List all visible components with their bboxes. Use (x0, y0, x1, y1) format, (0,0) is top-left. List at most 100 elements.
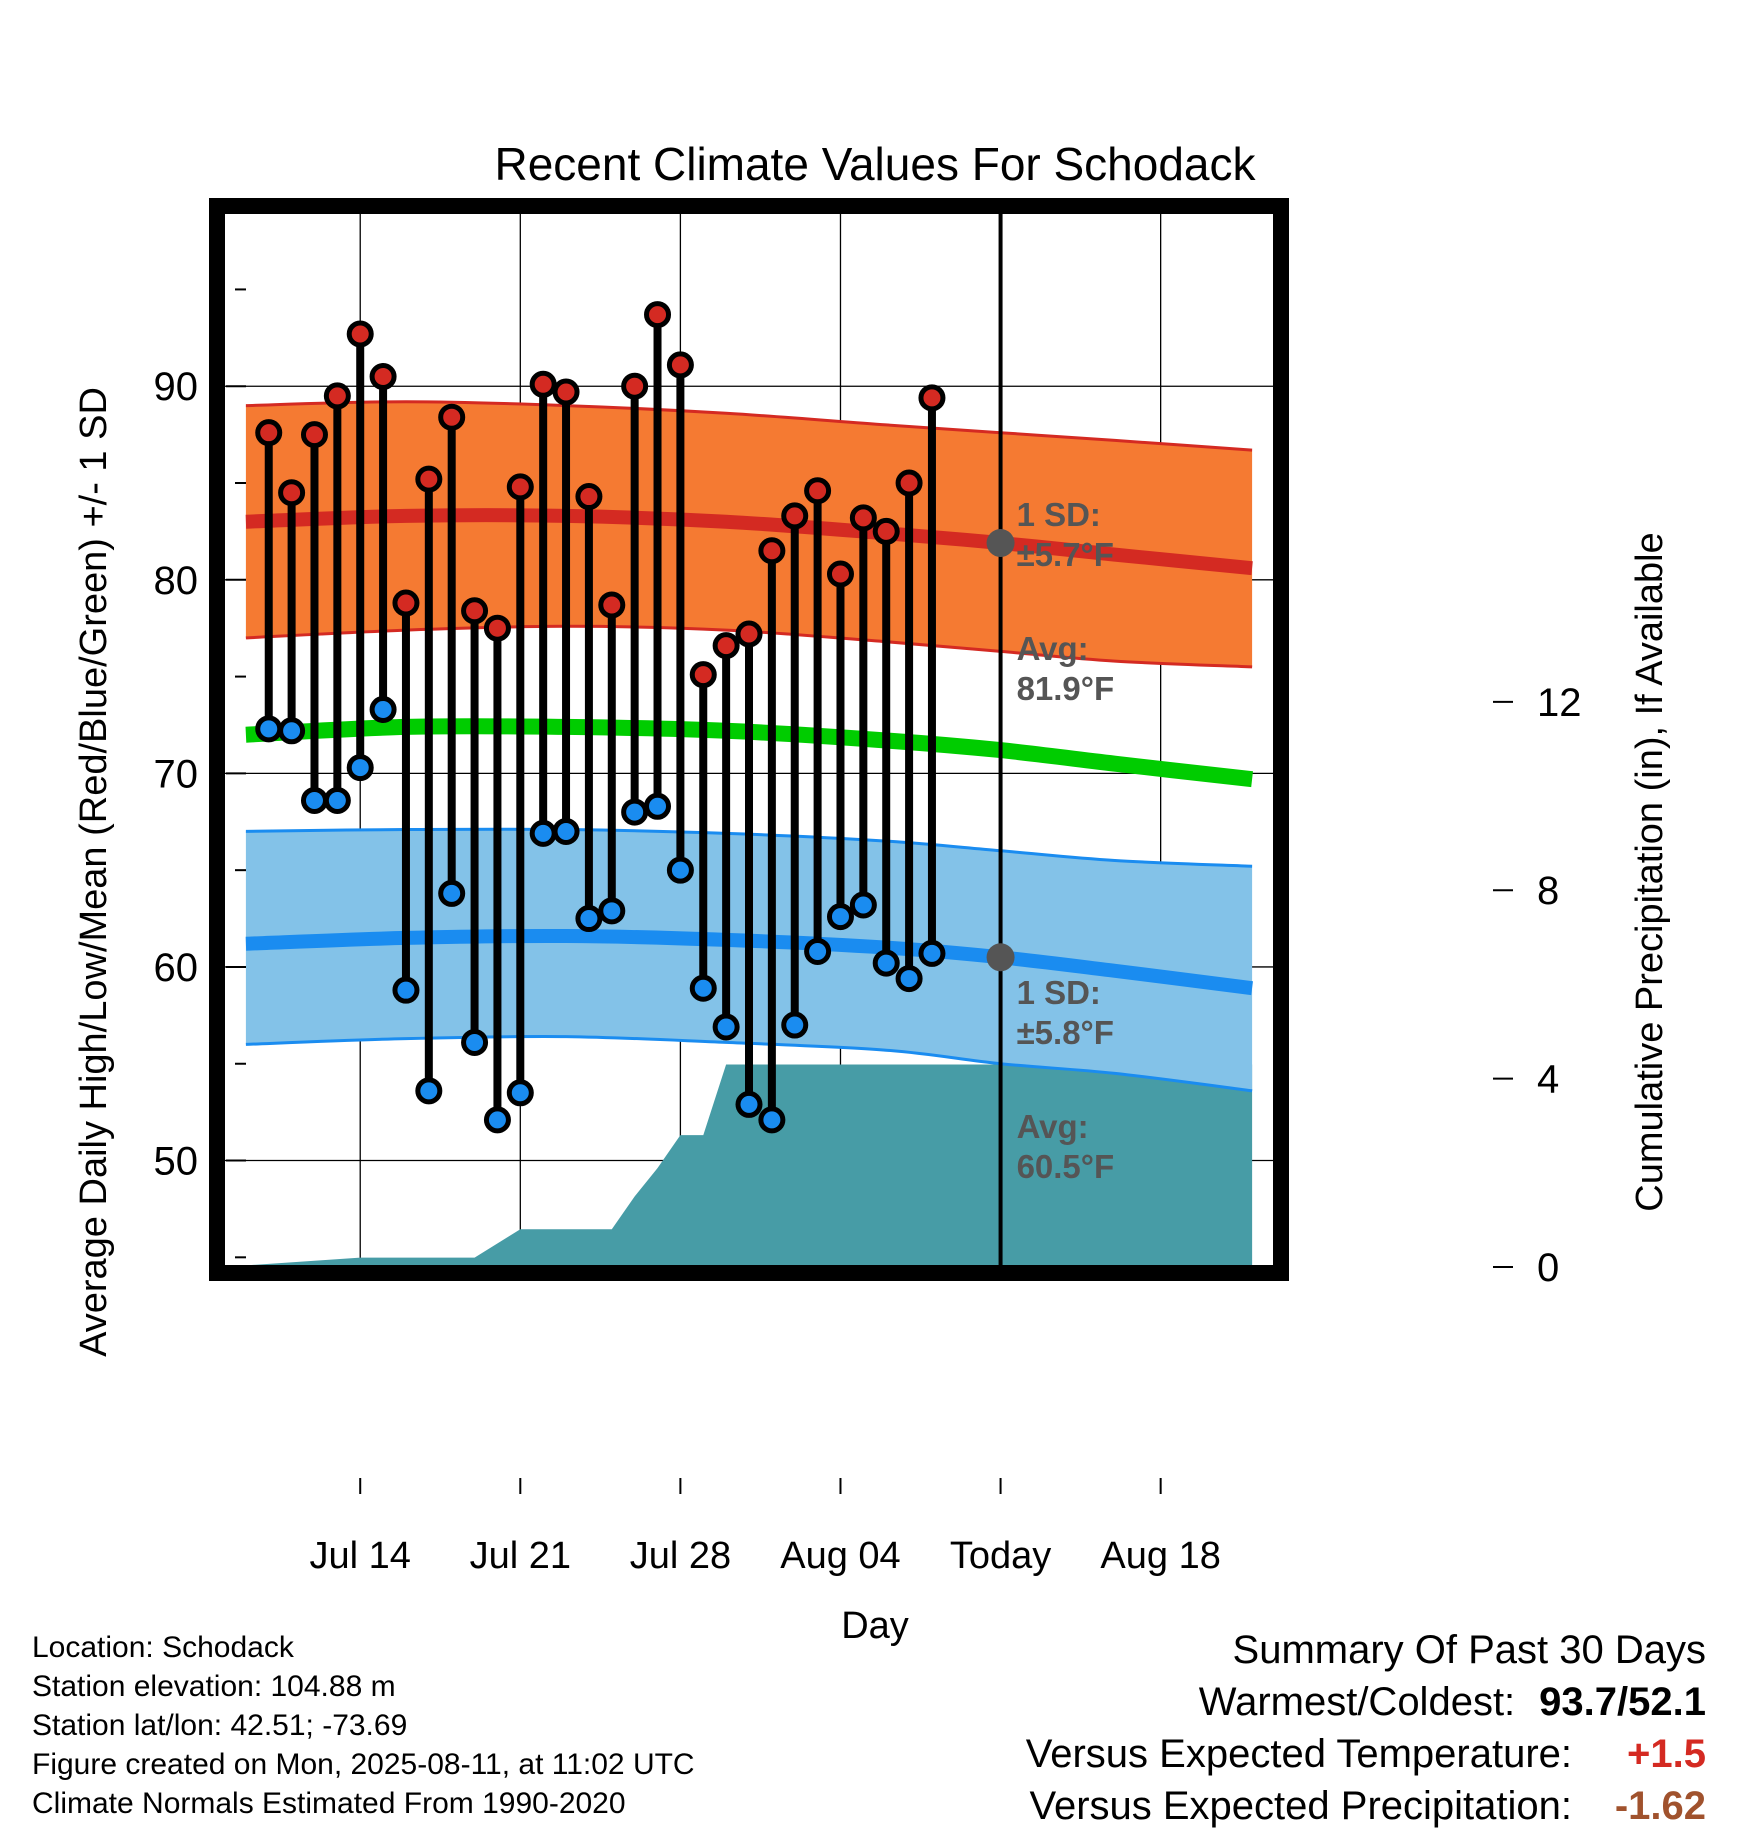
daily-low-point (918, 939, 946, 967)
x-tick-label: Jul 14 (310, 1535, 411, 1577)
daily-low-point (689, 974, 717, 1002)
high-average-line (245, 508, 1253, 576)
summary-temperature: Versus Expected Temperature: +1.5 (1026, 1728, 1706, 1780)
daily-high-point (575, 483, 603, 511)
high-sd-label: 1 SD: (1017, 496, 1101, 533)
daily-low-point (895, 965, 923, 993)
daily-high-point (621, 372, 649, 400)
high-sd-value: ±5.7°F (1017, 536, 1114, 573)
x-tick-label: Today (950, 1535, 1051, 1577)
daily-high-point (804, 477, 832, 505)
daily-low-point (872, 949, 900, 977)
x-tick-label: Aug 18 (1100, 1535, 1220, 1577)
daily-low-point (575, 905, 603, 933)
low-sd-label: 1 SD: (1017, 974, 1101, 1011)
daily-low-point (712, 1013, 740, 1041)
daily-low-point (758, 1106, 786, 1134)
high-sd-lower-edge (245, 624, 1253, 669)
daily-high-point (712, 632, 740, 660)
daily-high-point (392, 589, 420, 617)
y-axis-label: Average Daily High/Low/Mean (Red/Blue/Gr… (73, 387, 115, 1357)
daily-high-point (438, 403, 466, 431)
daily-low-point (735, 1090, 763, 1118)
daily-low-point (278, 717, 306, 745)
daily-low-point (826, 903, 854, 931)
y2-tick-label: 12 (1537, 681, 1582, 725)
y-tick-label: 80 (154, 559, 199, 603)
axes: 50 60 70 80 90 0 4 8 12 Jul 14 Jul 21 Jul 28 Aug 04 T… (154, 198, 1582, 1577)
x-axis-label: Day (841, 1605, 909, 1647)
high-sd-upper-edge (245, 400, 1253, 452)
daily-low-point (804, 937, 832, 965)
summary-panel: Summary Of Past 30 Days Warmest/Coldest:… (1026, 1624, 1706, 1832)
daily-high-point (781, 502, 809, 530)
y-tick-label: 70 (154, 752, 199, 796)
y-tick-label: 50 (154, 1140, 199, 1184)
daily-high-point (826, 560, 854, 588)
low-sd-upper-edge (245, 827, 1253, 868)
daily-high-point (346, 320, 374, 348)
daily-high-point (255, 419, 283, 447)
daily-low-point (392, 976, 420, 1004)
low-avg-label: Avg: (1017, 1108, 1089, 1145)
location-text: Location: Schodack (32, 1631, 294, 1664)
y2-tick-label: 0 (1537, 1246, 1559, 1290)
low-average-line (245, 928, 1253, 996)
precip-days-label-2: Days (1015, 1425, 1101, 1466)
plot-frame (209, 198, 1289, 1281)
daily-low-point (300, 786, 328, 814)
daily-high-point (461, 597, 489, 625)
today-high-average-marker (986, 529, 1015, 558)
daily-high-point (849, 504, 877, 532)
daily-low-point (461, 1028, 489, 1056)
low-sd-value: ±5.8°F (1017, 1014, 1114, 1051)
daily-high-point (872, 517, 900, 545)
daily-low-point (346, 754, 374, 782)
x-tick-label: Jul 21 (470, 1535, 571, 1577)
x-tick-label: Jul 28 (630, 1535, 731, 1577)
daily-low-point (483, 1106, 511, 1134)
daily-high-point (506, 473, 534, 501)
daily-high-point (735, 620, 763, 648)
daily-low-point (506, 1079, 534, 1107)
summary-title: Summary Of Past 30 Days (1232, 1628, 1706, 1672)
daily-low-point (849, 891, 877, 919)
y2-tick-label: 4 (1537, 1058, 1559, 1102)
daily-high-point (323, 382, 351, 410)
daily-low-point (255, 715, 283, 743)
daily-high-point (598, 591, 626, 619)
station-info: Location: Schodack Station elevation: 10… (32, 1628, 695, 1823)
daily-low-point (621, 798, 649, 826)
y-tick-label: 90 (154, 365, 199, 409)
daily-high-point (918, 384, 946, 412)
daily-low-point (552, 817, 580, 845)
high-avg-label: Avg: (1017, 630, 1089, 667)
created-text: Figure created on Mon, 2025-08-11, at 11… (32, 1748, 695, 1781)
daily-low-point (644, 792, 672, 820)
low-avg-value: 60.5°F (1017, 1148, 1115, 1185)
daily-low-point (781, 1011, 809, 1039)
temperature-value: +1.5 (1627, 1732, 1706, 1776)
daily-low-point (415, 1077, 443, 1105)
precipitation-value: -1.62 (1614, 1784, 1706, 1828)
daily-low-point (967, 0, 989, 11)
daily-high-point (758, 537, 786, 565)
daily-low-point (598, 897, 626, 925)
normals-text: Climate Normals Estimated From 1990-2020 (32, 1787, 626, 1820)
mean-line (245, 718, 1254, 788)
daily-high-point (967, 0, 989, 11)
daily-high-point (369, 363, 397, 391)
daily-high-point (300, 421, 328, 449)
daily-low-point (323, 786, 351, 814)
latlon-text: Station lat/lon: 42.51; -73.69 (32, 1709, 408, 1742)
high-avg-value: 81.9°F (1017, 670, 1115, 707)
y2-tick-label: 8 (1537, 869, 1559, 913)
daily-high-point (689, 661, 717, 689)
daily-high-point (944, 0, 966, 11)
precip-days-label: 30 (1015, 1381, 1055, 1422)
daily-high-point (483, 614, 511, 642)
daily-high-point (644, 301, 672, 329)
temperature-label: Versus Expected Temperature: (1025, 1732, 1572, 1776)
